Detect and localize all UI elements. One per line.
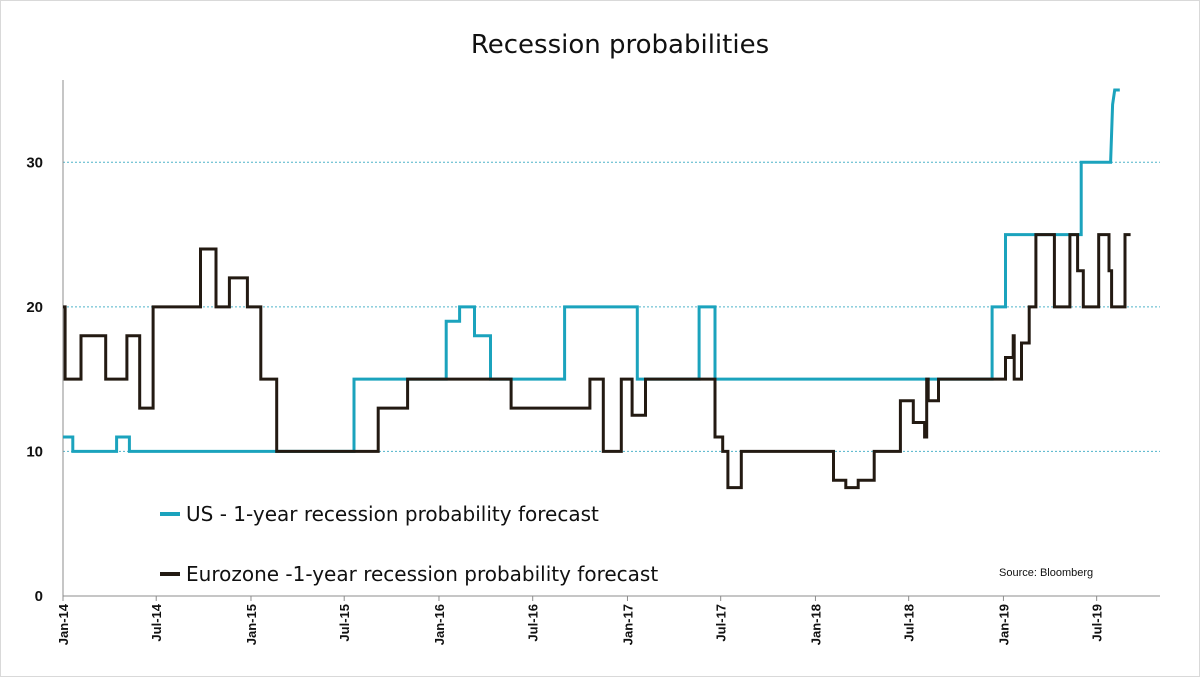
y-tick-label: 30 (26, 154, 43, 171)
x-tick-label: Jul-16 (526, 604, 541, 642)
x-tick-label: Jan-17 (620, 604, 635, 645)
chart-title: Recession probabilities (471, 30, 769, 60)
x-tick-label: Jan-15 (244, 604, 259, 645)
series-lines (63, 88, 1131, 490)
x-tick-label: Jan-14 (56, 603, 71, 645)
legend-label-us: US - 1-year recession probability foreca… (186, 502, 599, 526)
legend-label-eurozone: Eurozone -1-year recession probability f… (186, 562, 658, 586)
axes: 0 10 20 30 Jan-14 Jul-14 Jan-15 Jul-15 Jan-16 Jul… (26, 80, 1160, 645)
series-line-eurozone (63, 233, 1131, 490)
y-tick-label: 0 (35, 588, 43, 605)
x-tick-label: Jan-18 (808, 604, 823, 645)
source-note: Source: Bloomberg (999, 567, 1093, 579)
series-line-us (63, 88, 1120, 453)
x-tick-label: Jul-18 (902, 604, 917, 642)
y-tick-label: 20 (26, 299, 43, 316)
y-tick-label: 10 (26, 443, 43, 460)
legend: US - 1-year recession probability foreca… (160, 502, 658, 586)
x-tick-label: Jul-19 (1090, 604, 1105, 642)
x-tick-label: Jan-19 (996, 604, 1011, 645)
x-tick-label: Jan-16 (432, 604, 447, 645)
x-tick-label: Jul-14 (149, 603, 164, 641)
x-tick-label: Jul-17 (714, 604, 729, 642)
x-tick-label: Jul-15 (337, 604, 352, 642)
